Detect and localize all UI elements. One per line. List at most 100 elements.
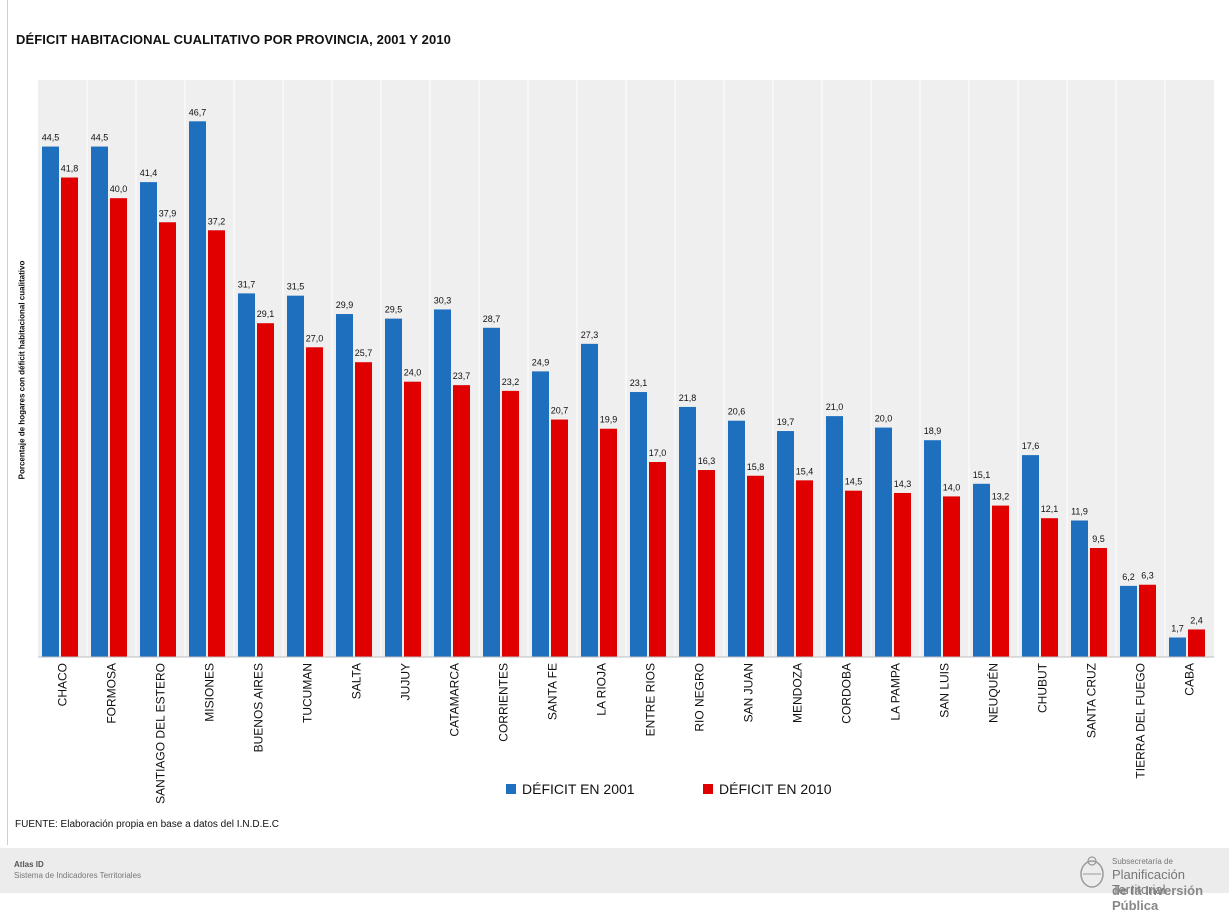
bar-2010 bbox=[1139, 584, 1156, 657]
bar-2010 bbox=[1188, 629, 1205, 657]
footer-org-small: Subsecretaría de bbox=[1112, 857, 1173, 866]
data-label: 29,5 bbox=[385, 305, 403, 315]
legend-swatch-2001 bbox=[506, 784, 516, 794]
footer-app-name: Atlas ID bbox=[14, 860, 44, 869]
data-label: 15,4 bbox=[796, 466, 814, 476]
data-label: 14,5 bbox=[845, 477, 863, 487]
data-label: 25,7 bbox=[355, 348, 373, 358]
x-tick-label: MENDOZA bbox=[791, 663, 805, 723]
data-label: 37,2 bbox=[208, 216, 226, 226]
bar-2001 bbox=[532, 371, 549, 657]
bar-2001 bbox=[483, 327, 500, 657]
bar-2010 bbox=[306, 347, 323, 657]
bar-2010 bbox=[747, 475, 764, 657]
bar-2010 bbox=[355, 362, 372, 657]
footer-bar: Atlas ID Sistema de Indicadores Territor… bbox=[0, 848, 1229, 913]
coat-of-arms-icon bbox=[1080, 856, 1104, 888]
bar-2010 bbox=[208, 230, 225, 658]
bar-2010 bbox=[61, 177, 78, 658]
bar-2010 bbox=[992, 505, 1009, 657]
x-tick-label: FORMOSA bbox=[105, 663, 119, 724]
bar-2010 bbox=[649, 461, 666, 657]
x-tick-label: TIERRA DEL FUEGO bbox=[1134, 663, 1148, 779]
data-label: 12,1 bbox=[1041, 504, 1059, 514]
bar-2001 bbox=[826, 416, 843, 657]
data-label: 18,9 bbox=[924, 426, 942, 436]
data-label: 30,3 bbox=[434, 295, 452, 305]
data-label: 11,9 bbox=[1071, 506, 1088, 516]
bar-2001 bbox=[385, 318, 402, 657]
data-label: 9,5 bbox=[1092, 534, 1105, 544]
bar-2001 bbox=[140, 182, 157, 657]
legend-label-2010: DÉFICIT EN 2010 bbox=[719, 781, 832, 797]
x-tick-label: SAN LUIS bbox=[938, 663, 952, 718]
bar-2001 bbox=[238, 293, 255, 657]
data-label: 44,5 bbox=[42, 133, 60, 143]
legend-item-2010: DÉFICIT EN 2010 bbox=[703, 781, 832, 797]
bar-2001 bbox=[189, 121, 206, 658]
x-tick-label: RIO NEGRO bbox=[693, 663, 707, 732]
x-tick-label: SANTIAGO DEL ESTERO bbox=[154, 663, 168, 804]
data-label: 41,4 bbox=[140, 168, 158, 178]
bar-2010 bbox=[796, 480, 813, 657]
data-label: 21,0 bbox=[826, 402, 844, 412]
chart-title: DÉFICIT HABITACIONAL CUALITATIVO POR PRO… bbox=[16, 32, 451, 47]
data-label: 14,0 bbox=[943, 482, 961, 492]
bar-2001 bbox=[777, 431, 794, 657]
bar-2001 bbox=[1022, 455, 1039, 657]
bar-2010 bbox=[257, 323, 274, 657]
data-label: 15,1 bbox=[973, 470, 991, 480]
source-note: FUENTE: Elaboración propia en base a dat… bbox=[15, 819, 280, 830]
bar-2010 bbox=[698, 470, 715, 657]
bar-2001 bbox=[1120, 585, 1137, 657]
x-tick-label: JUJUY bbox=[399, 663, 413, 700]
data-label: 24,9 bbox=[532, 357, 550, 367]
bar-2010 bbox=[404, 381, 421, 657]
data-label: 37,9 bbox=[159, 208, 177, 218]
data-label: 28,7 bbox=[483, 314, 501, 324]
data-label: 20,7 bbox=[551, 406, 569, 416]
bar-chart: 44,5 41,8 CHACO 44,5 40,0 FORMOSA 41,4 37,9 SANT… bbox=[38, 80, 1214, 804]
footer-app-subtitle: Sistema de Indicadores Territoriales bbox=[14, 871, 142, 880]
legend-label-2001: DÉFICIT EN 2001 bbox=[522, 781, 635, 797]
data-label: 6,3 bbox=[1141, 571, 1154, 581]
data-label: 46,7 bbox=[189, 107, 207, 117]
data-label: 29,9 bbox=[336, 300, 354, 310]
data-label: 23,2 bbox=[502, 377, 520, 387]
legend-swatch-2010 bbox=[703, 784, 713, 794]
data-label: 44,5 bbox=[91, 133, 109, 143]
data-label: 14,3 bbox=[894, 479, 912, 489]
x-tick-label: BUENOS AIRES bbox=[252, 663, 266, 752]
bar-2010 bbox=[943, 496, 960, 657]
x-tick-label: CHUBUT bbox=[1036, 662, 1050, 713]
data-label: 24,0 bbox=[404, 368, 422, 378]
bar-2001 bbox=[875, 427, 892, 657]
data-label: 13,2 bbox=[992, 492, 1010, 502]
x-tick-label: SANTA FE bbox=[546, 663, 560, 720]
bar-2010 bbox=[1090, 548, 1107, 657]
bar-2001 bbox=[336, 314, 353, 657]
bar-2001 bbox=[91, 146, 108, 657]
x-tick-label: CATAMARCA bbox=[448, 663, 462, 737]
bar-2010 bbox=[894, 492, 911, 657]
data-label: 1,7 bbox=[1171, 623, 1184, 633]
data-label: 17,6 bbox=[1022, 441, 1040, 451]
bar-2010 bbox=[551, 419, 568, 657]
x-tick-label: LA PAMPA bbox=[889, 663, 903, 721]
bar-2001 bbox=[287, 295, 304, 657]
data-label: 17,0 bbox=[649, 448, 667, 458]
bar-2001 bbox=[1169, 637, 1186, 657]
footer-org-subtitle: de la Inversión Pública bbox=[1112, 883, 1204, 913]
x-tick-label: SALTA bbox=[350, 663, 364, 699]
x-tick-label: CORRIENTES bbox=[497, 663, 511, 742]
left-divider bbox=[7, 0, 8, 845]
bar-2001 bbox=[973, 483, 990, 657]
data-label: 31,5 bbox=[287, 282, 305, 292]
data-label: 40,0 bbox=[110, 184, 128, 194]
legend-item-2001: DÉFICIT EN 2001 bbox=[506, 781, 635, 797]
bar-2010 bbox=[600, 428, 617, 657]
x-tick-label: CORDOBA bbox=[840, 663, 854, 724]
data-label: 16,3 bbox=[698, 456, 716, 466]
data-label: 23,7 bbox=[453, 371, 471, 381]
x-tick-label: CHACO bbox=[56, 663, 70, 706]
